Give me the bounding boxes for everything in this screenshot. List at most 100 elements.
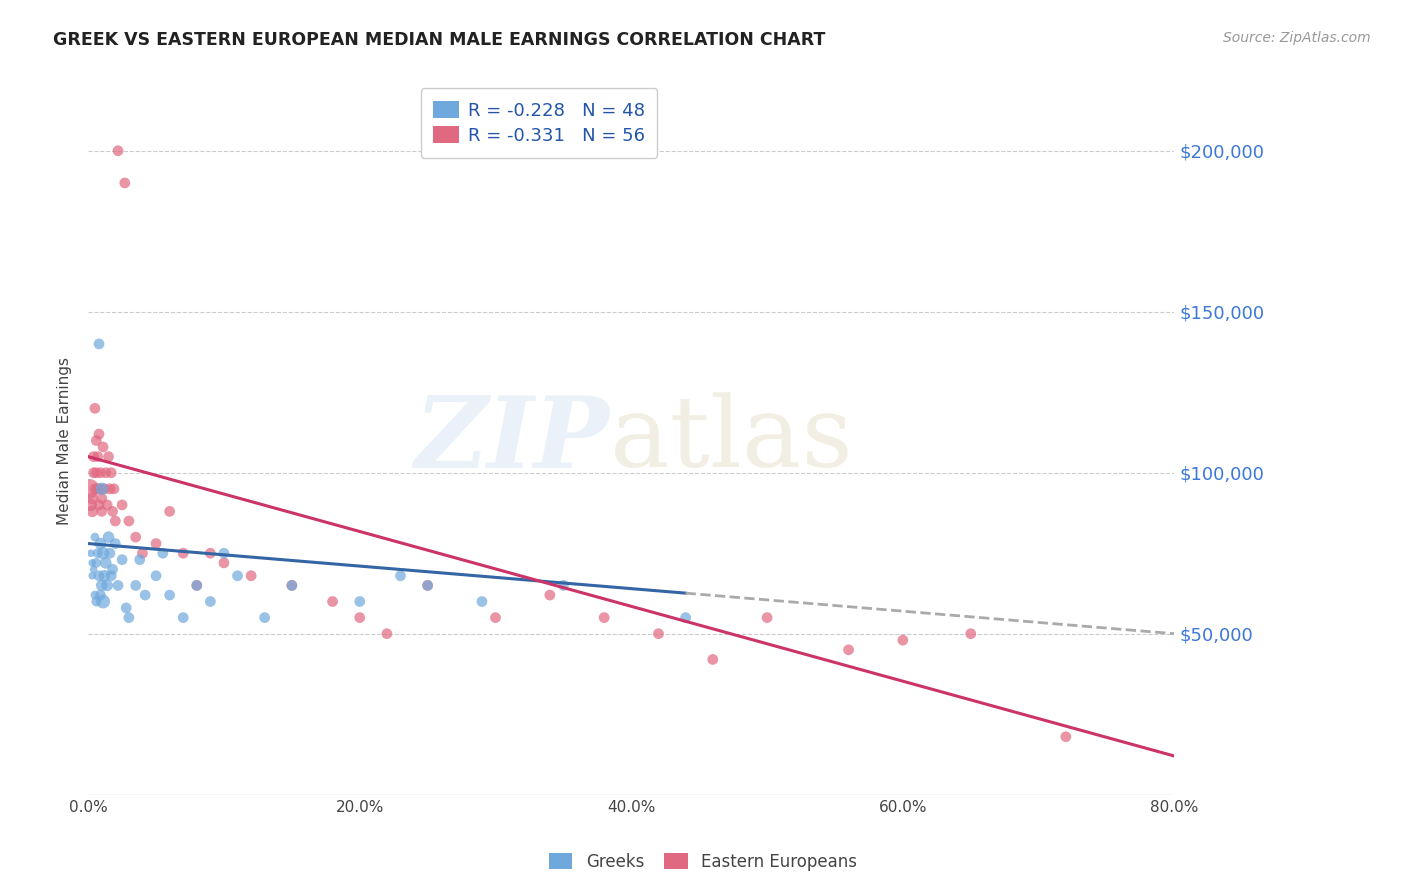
Point	[82, 504, 104, 518]
Point	[100, 568, 122, 582]
Point	[281, 578, 304, 592]
Point	[84, 434, 107, 448]
Point	[322, 594, 344, 608]
Point	[212, 556, 235, 570]
Point	[702, 652, 724, 666]
Point	[281, 578, 304, 592]
Point	[212, 546, 235, 560]
Point	[98, 546, 121, 560]
Point	[83, 450, 105, 464]
Text: Source: ZipAtlas.com: Source: ZipAtlas.com	[1223, 31, 1371, 45]
Point	[93, 482, 115, 496]
Point	[593, 610, 616, 624]
Point	[90, 482, 112, 496]
Point	[152, 546, 174, 560]
Point	[89, 536, 111, 550]
Point	[93, 568, 115, 582]
Point	[128, 552, 150, 566]
Point	[101, 562, 124, 576]
Point	[84, 482, 107, 496]
Point	[131, 546, 153, 560]
Point	[84, 556, 107, 570]
Point	[756, 610, 779, 624]
Point	[114, 176, 136, 190]
Point	[647, 626, 669, 640]
Point	[471, 594, 494, 608]
Point	[89, 588, 111, 602]
Point	[101, 504, 124, 518]
Point	[84, 401, 107, 416]
Point	[94, 466, 117, 480]
Point	[118, 514, 141, 528]
Point	[87, 498, 110, 512]
Text: GREEK VS EASTERN EUROPEAN MEDIAN MALE EARNINGS CORRELATION CHART: GREEK VS EASTERN EUROPEAN MEDIAN MALE EA…	[53, 31, 825, 49]
Point	[82, 568, 104, 582]
Point	[959, 626, 981, 640]
Point	[96, 578, 118, 592]
Point	[103, 482, 125, 496]
Point	[84, 594, 107, 608]
Point	[1054, 730, 1077, 744]
Point	[104, 536, 127, 550]
Point	[145, 536, 167, 550]
Point	[90, 504, 112, 518]
Point	[87, 337, 110, 351]
Point	[172, 546, 194, 560]
Point	[84, 530, 107, 544]
Point	[94, 556, 117, 570]
Point	[186, 578, 208, 592]
Point	[200, 546, 222, 560]
Point	[553, 578, 575, 592]
Legend: R = -0.228   N = 48, R = -0.331   N = 56: R = -0.228 N = 48, R = -0.331 N = 56	[420, 88, 657, 158]
Point	[80, 498, 103, 512]
Point	[107, 144, 129, 158]
Point	[80, 546, 103, 560]
Point	[84, 466, 107, 480]
Point	[838, 642, 860, 657]
Point	[416, 578, 439, 592]
Point	[86, 546, 108, 560]
Point	[84, 588, 107, 602]
Point	[389, 568, 412, 582]
Point	[91, 440, 114, 454]
Point	[97, 530, 120, 544]
Point	[145, 568, 167, 582]
Point	[124, 578, 146, 592]
Point	[253, 610, 276, 624]
Point	[89, 466, 111, 480]
Point	[111, 552, 134, 566]
Point	[538, 588, 561, 602]
Point	[96, 498, 118, 512]
Point	[86, 450, 108, 464]
Point	[90, 491, 112, 506]
Point	[172, 610, 194, 624]
Point	[98, 482, 121, 496]
Point	[79, 482, 101, 496]
Point	[82, 556, 104, 570]
Text: atlas: atlas	[610, 392, 852, 489]
Text: ZIP: ZIP	[415, 392, 610, 489]
Point	[416, 578, 439, 592]
Point	[186, 578, 208, 592]
Point	[159, 504, 181, 518]
Point	[134, 588, 156, 602]
Point	[240, 568, 263, 582]
Point	[97, 450, 120, 464]
Point	[675, 610, 697, 624]
Point	[100, 466, 122, 480]
Point	[111, 498, 134, 512]
Point	[124, 530, 146, 544]
Y-axis label: Median Male Earnings: Median Male Earnings	[58, 357, 72, 524]
Point	[91, 546, 114, 560]
Point	[86, 482, 108, 496]
Point	[484, 610, 506, 624]
Point	[90, 578, 112, 592]
Point	[891, 633, 914, 648]
Point	[83, 562, 105, 576]
Point	[159, 588, 181, 602]
Point	[91, 594, 114, 608]
Point	[87, 427, 110, 442]
Point	[115, 601, 138, 615]
Point	[200, 594, 222, 608]
Point	[349, 610, 371, 624]
